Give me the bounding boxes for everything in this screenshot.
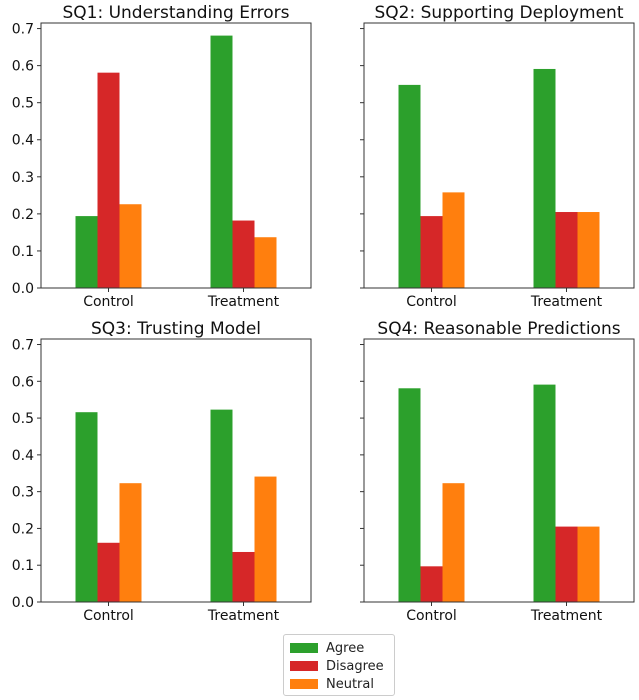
y-tick-label: 0.2 [12, 207, 34, 223]
y-tick-label: 0.1 [12, 558, 34, 574]
legend-item-neutral: Neutral [290, 675, 374, 693]
chart-panel-4: SQ4: Reasonable Predictions Control Treatm… [360, 319, 635, 624]
chart-title: SQ1: Understanding Errors [62, 3, 289, 23]
bar-agree-control [75, 412, 98, 602]
y-tick-label: 0.5 [12, 96, 34, 112]
bar-neutral-control [442, 483, 465, 602]
legend-swatch-agree [290, 643, 318, 653]
y-tick-label: 0.3 [12, 170, 34, 186]
bar-disagree-control [420, 566, 443, 602]
bar-neutral-control [442, 192, 465, 288]
bar-disagree-treatment [232, 551, 255, 602]
legend: Agree Disagree Neutral [283, 634, 395, 696]
plot-frame [40, 338, 312, 603]
bar-disagree-control [97, 72, 120, 288]
x-tick-label: Control [83, 608, 134, 624]
x-tick-label: Treatment [530, 608, 603, 624]
y-tick-label: 0.2 [12, 521, 34, 537]
legend-item-agree: Agree [290, 639, 364, 657]
legend-label-disagree: Disagree [326, 658, 384, 674]
bar-agree-control [75, 216, 98, 288]
bar-disagree-control [97, 542, 120, 602]
plot-frame [363, 338, 635, 603]
x-tick-label: Control [406, 294, 457, 310]
chart-title: SQ4: Reasonable Predictions [377, 319, 620, 339]
bar-neutral-treatment [254, 476, 277, 602]
y-tick-label: 0.5 [12, 411, 34, 427]
x-tick-label: Control [83, 294, 134, 310]
y-tick-label: 0.0 [12, 281, 34, 297]
bar-agree-treatment [533, 68, 556, 288]
plot-frame [363, 22, 635, 289]
bar-neutral-control [119, 483, 142, 602]
bar-disagree-treatment [555, 526, 578, 602]
legend-swatch-disagree [290, 661, 318, 671]
chart-panel-1: SQ1: Understanding Errors Control Treatmen… [12, 3, 312, 310]
bar-neutral-treatment [577, 526, 600, 602]
y-tick-label: 0.3 [12, 485, 34, 501]
y-tick-label: 0.6 [12, 374, 34, 390]
x-tick-label: Treatment [207, 608, 280, 624]
x-tick-label: Treatment [207, 294, 280, 310]
bar-agree-treatment [210, 409, 233, 602]
legend-swatch-neutral [290, 679, 318, 689]
bar-chart-grid: SQ1: Understanding Errors Control Treatmen… [12, 3, 635, 624]
plot-frame [40, 22, 312, 289]
legend-label-agree: Agree [326, 640, 365, 656]
bar-agree-treatment [533, 384, 556, 602]
bar-agree-treatment [210, 35, 233, 289]
y-tick-label: 0.4 [12, 448, 34, 464]
chart-title: SQ3: Trusting Model [91, 319, 261, 339]
bar-agree-control [398, 388, 421, 602]
bar-neutral-treatment [577, 212, 600, 288]
y-tick-label: 0.6 [12, 59, 34, 75]
bar-agree-control [398, 84, 421, 288]
bar-disagree-control [420, 216, 443, 288]
bar-disagree-treatment [555, 212, 578, 288]
x-tick-label: Control [406, 608, 457, 624]
y-tick-label: 0.7 [12, 22, 34, 38]
bar-neutral-treatment [254, 237, 277, 288]
legend-label-neutral: Neutral [326, 676, 374, 692]
bar-neutral-control [119, 204, 142, 288]
legend-item-disagree: Disagree [290, 657, 384, 675]
chart-title: SQ2: Supporting Deployment [375, 3, 624, 23]
bar-disagree-treatment [232, 220, 255, 288]
x-tick-label: Treatment [530, 294, 603, 310]
y-tick-label: 0.7 [12, 338, 34, 354]
chart-panel-2: SQ2: Supporting Deployment Control Treatme… [360, 3, 635, 310]
y-tick-label: 0.0 [12, 595, 34, 611]
y-tick-label: 0.1 [12, 244, 34, 260]
y-tick-label: 0.4 [12, 133, 34, 149]
chart-panel-3: SQ3: Trusting Model Control Treatment 0.0 0.… [12, 319, 312, 624]
